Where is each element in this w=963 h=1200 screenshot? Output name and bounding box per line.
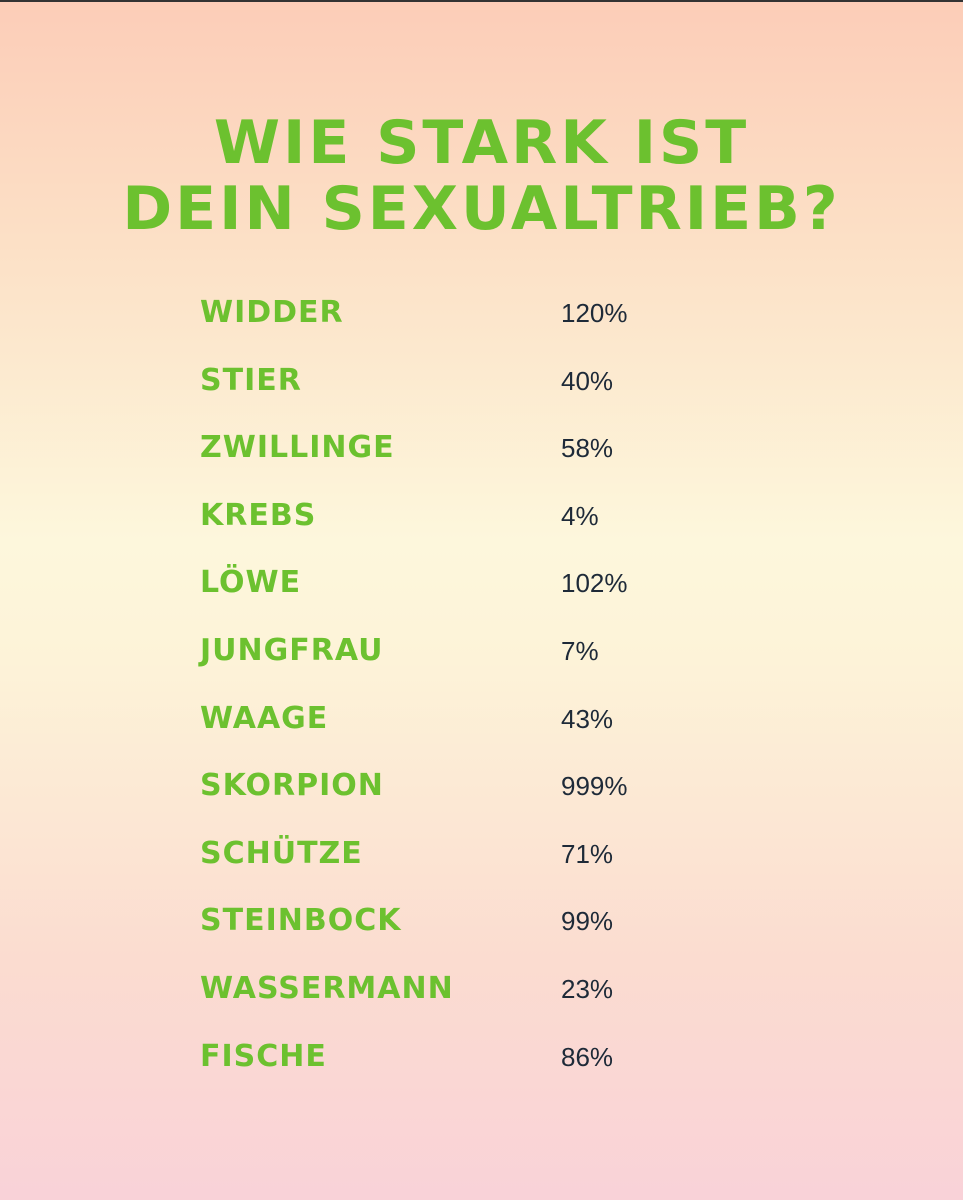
sign-name: SCHÜTZE: [200, 835, 363, 871]
sign-value: 23%: [561, 974, 614, 1004]
sign-value: 58%: [561, 433, 614, 464]
sign-value: 999%: [561, 771, 628, 802]
sign-value: 43%: [561, 703, 614, 734]
sign-value: 99%: [561, 906, 614, 937]
sign-name: WASSERMANN: [200, 971, 454, 1006]
sign-value: 7%: [561, 636, 599, 666]
sign-value: 102%: [561, 568, 628, 599]
sign-name: LÖWE: [200, 565, 302, 601]
sign-name: SKORPION: [200, 768, 384, 804]
sign-value: 86%: [561, 1041, 614, 1072]
sign-name: WAAGE: [200, 700, 329, 736]
sign-name: WIDDER: [200, 295, 344, 330]
title-line: DEIN SEXUALTRIEB?: [122, 174, 841, 244]
sign-value: 40%: [561, 365, 614, 396]
sign-name: FISCHE: [200, 1038, 327, 1074]
sign-value: 71%: [561, 838, 614, 869]
sign-name: STEINBOCK: [200, 903, 402, 939]
sign-name: ZWILLINGE: [200, 430, 395, 466]
sign-name: KREBS: [200, 497, 317, 533]
sign-value: 120%: [561, 298, 628, 328]
title-line: WIE STARK IST: [213, 108, 750, 178]
sign-name: STIER: [200, 362, 302, 398]
sign-value: 4%: [561, 500, 599, 531]
sign-name: JUNGFRAU: [200, 633, 384, 668]
